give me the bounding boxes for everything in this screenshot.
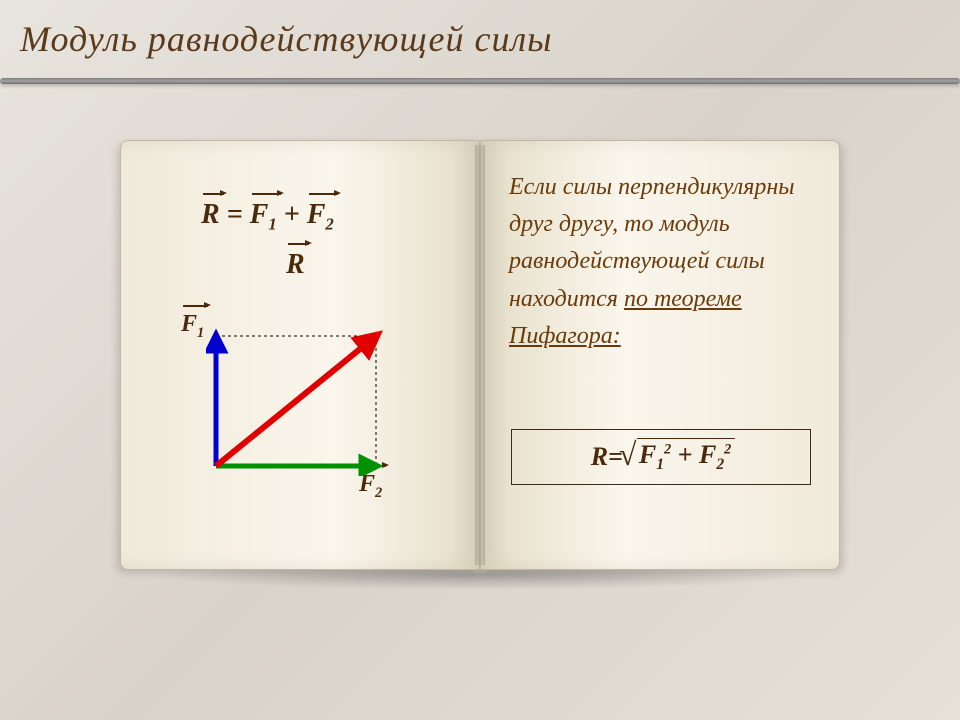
open-book: R = F1 + F2 R F1 F2 <box>120 140 840 570</box>
explanation-text: Если силы перпендикулярны друг другу, то… <box>509 169 819 355</box>
eq-sign: = <box>220 199 250 230</box>
book-page-left: R = F1 + F2 R F1 F2 <box>120 140 480 570</box>
title-divider <box>0 78 960 84</box>
slide-title: Модуль равнодействующей силы <box>20 18 553 60</box>
vector-R <box>216 336 376 466</box>
vector-diagram <box>206 316 406 476</box>
sqrt: F12 + F22 <box>623 440 731 474</box>
vec-F2: F2 <box>307 199 334 235</box>
pythagoras-formula: R = F12 + F22 <box>511 429 811 485</box>
label-F1: F1 <box>181 311 204 342</box>
vec-R: R <box>201 199 220 231</box>
book-page-right: Если силы перпендикулярны друг другу, то… <box>480 140 840 570</box>
vec-F1: F1 <box>250 199 277 235</box>
formula-R: R <box>591 442 608 472</box>
label-R: R <box>286 249 305 281</box>
vector-equation: R = F1 + F2 <box>201 199 334 235</box>
plus-sign: + <box>277 199 307 230</box>
book-spine <box>475 145 485 565</box>
